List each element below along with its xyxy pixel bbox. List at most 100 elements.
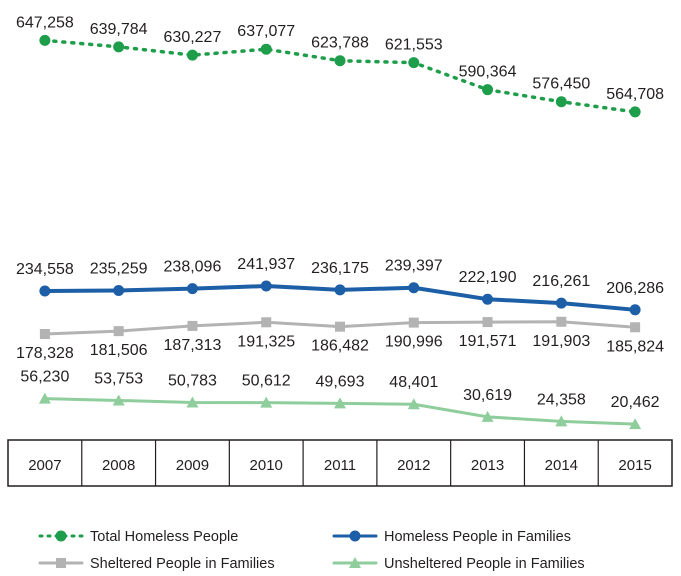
data-label-sheltered: 186,482 — [311, 338, 369, 355]
data-point-sheltered — [187, 320, 198, 331]
series-sheltered: 178,328 181,506 187,313 191,325 186,482 190,9… — [16, 316, 664, 362]
data-point-total — [482, 84, 494, 96]
x-tick-label: 2013 — [471, 457, 504, 474]
data-point-total — [39, 34, 51, 46]
x-tick-label: 2008 — [102, 457, 135, 474]
data-point-families — [334, 284, 346, 296]
x-tick-label: 2012 — [397, 457, 430, 474]
data-label-unsheltered: 30,619 — [463, 387, 512, 404]
data-label-sheltered: 191,325 — [237, 333, 295, 350]
data-point-families — [408, 282, 420, 294]
legend-marker-families — [349, 530, 361, 542]
data-label-families: 241,937 — [237, 256, 295, 273]
data-label-families: 236,175 — [311, 260, 369, 277]
data-label-total: 590,364 — [459, 64, 517, 81]
x-axis: 2007 2008 2009 2010 2011 2012 2013 2014 2015 — [7, 439, 673, 487]
legend-marker-unsheltered — [349, 557, 361, 568]
data-label-families: 206,286 — [606, 280, 664, 297]
data-label-total: 576,450 — [532, 76, 590, 93]
data-label-unsheltered: 50,612 — [242, 373, 291, 390]
data-point-unsheltered — [407, 398, 420, 410]
data-point-unsheltered — [629, 418, 642, 430]
data-label-families: 239,397 — [385, 258, 443, 275]
data-point-families — [260, 280, 272, 292]
data-label-total: 621,553 — [385, 37, 443, 54]
data-point-families — [39, 285, 51, 297]
data-point-sheltered — [556, 316, 567, 327]
series-layer: 56,230 53,753 50,783 50,612 49,693 48,401 30,6… — [16, 14, 664, 430]
data-label-total: 639,784 — [90, 21, 148, 38]
data-point-unsheltered — [334, 397, 346, 409]
data-label-families: 234,558 — [16, 261, 74, 278]
data-label-unsheltered: 20,462 — [611, 394, 660, 411]
data-label-sheltered: 178,328 — [16, 345, 74, 362]
data-label-families: 222,190 — [459, 269, 517, 286]
data-label-sheltered: 185,824 — [606, 338, 664, 355]
x-axis-frame — [7, 439, 673, 487]
data-point-sheltered — [113, 326, 124, 337]
data-label-unsheltered: 48,401 — [389, 374, 438, 391]
series-unsheltered: 56,230 53,753 50,783 50,612 49,693 48,401 30,6… — [20, 369, 660, 430]
data-label-families: 238,096 — [164, 259, 222, 276]
legend-marker-sheltered — [56, 558, 66, 568]
data-point-unsheltered — [260, 396, 273, 408]
legend-label-total: Total Homeless People — [90, 529, 238, 545]
legend-item-unsheltered: Unsheltered People in Families — [332, 556, 585, 572]
data-label-unsheltered: 50,783 — [168, 373, 217, 390]
legend-label-unsheltered: Unsheltered People in Families — [384, 556, 585, 572]
x-tick-label: 2015 — [618, 457, 651, 474]
data-label-total: 637,077 — [237, 23, 295, 40]
data-point-families — [186, 283, 198, 295]
data-label-sheltered: 191,903 — [532, 333, 590, 350]
data-label-total: 630,227 — [164, 29, 222, 46]
data-point-unsheltered — [38, 392, 51, 404]
data-point-families — [629, 304, 641, 316]
data-point-unsheltered — [555, 415, 568, 427]
data-point-unsheltered — [481, 410, 494, 422]
data-point-sheltered — [408, 317, 419, 328]
data-label-sheltered: 190,996 — [385, 334, 443, 351]
data-label-total: 623,788 — [311, 35, 369, 52]
legend-label-families: Homeless People in Families — [384, 529, 571, 545]
data-point-sheltered — [335, 321, 345, 332]
data-label-total: 564,708 — [606, 86, 664, 103]
legend-item-sheltered: Sheltered People in Families — [38, 556, 275, 572]
data-label-unsheltered: 53,753 — [94, 370, 143, 387]
data-point-total — [629, 106, 641, 118]
data-label-total: 647,258 — [16, 14, 74, 31]
legend-item-total: Total Homeless People — [38, 529, 238, 545]
data-label-families: 235,259 — [90, 260, 148, 277]
data-point-unsheltered — [186, 396, 199, 408]
data-point-total — [408, 57, 420, 69]
legend-marker-total — [55, 530, 67, 542]
data-point-sheltered — [261, 317, 272, 328]
data-label-sheltered: 191,571 — [459, 333, 517, 350]
data-label-sheltered: 181,506 — [90, 342, 148, 359]
data-point-sheltered — [630, 322, 641, 333]
data-point-total — [260, 43, 272, 55]
data-point-total — [334, 55, 346, 67]
data-point-families — [555, 297, 567, 309]
data-label-families: 216,261 — [532, 273, 590, 290]
data-point-total — [113, 41, 125, 53]
data-label-unsheltered: 56,230 — [20, 369, 69, 386]
legend-label-sheltered: Sheltered People in Families — [90, 556, 275, 572]
data-point-sheltered — [482, 317, 493, 328]
data-label-sheltered: 187,313 — [164, 337, 222, 354]
x-tick-label: 2007 — [28, 457, 61, 474]
data-point-sheltered — [39, 329, 50, 340]
data-point-total — [186, 49, 198, 61]
data-point-unsheltered — [112, 394, 125, 406]
legend: Total Homeless People Homeless People in … — [38, 529, 585, 572]
x-tick-label: 2009 — [176, 457, 209, 474]
x-tick-label: 2010 — [250, 457, 283, 474]
data-label-unsheltered: 49,693 — [316, 373, 365, 390]
data-point-total — [555, 96, 567, 108]
series-total: 647,258 639,784 630,227 637,077 623,788 621,5… — [16, 14, 664, 118]
series-families: 234,558 235,259 238,096 241,937 236,175 239,3… — [16, 256, 664, 316]
data-point-families — [113, 284, 125, 296]
x-tick-label: 2014 — [545, 457, 578, 474]
data-label-unsheltered: 24,358 — [537, 391, 586, 408]
x-tick-label: 2011 — [324, 457, 356, 474]
